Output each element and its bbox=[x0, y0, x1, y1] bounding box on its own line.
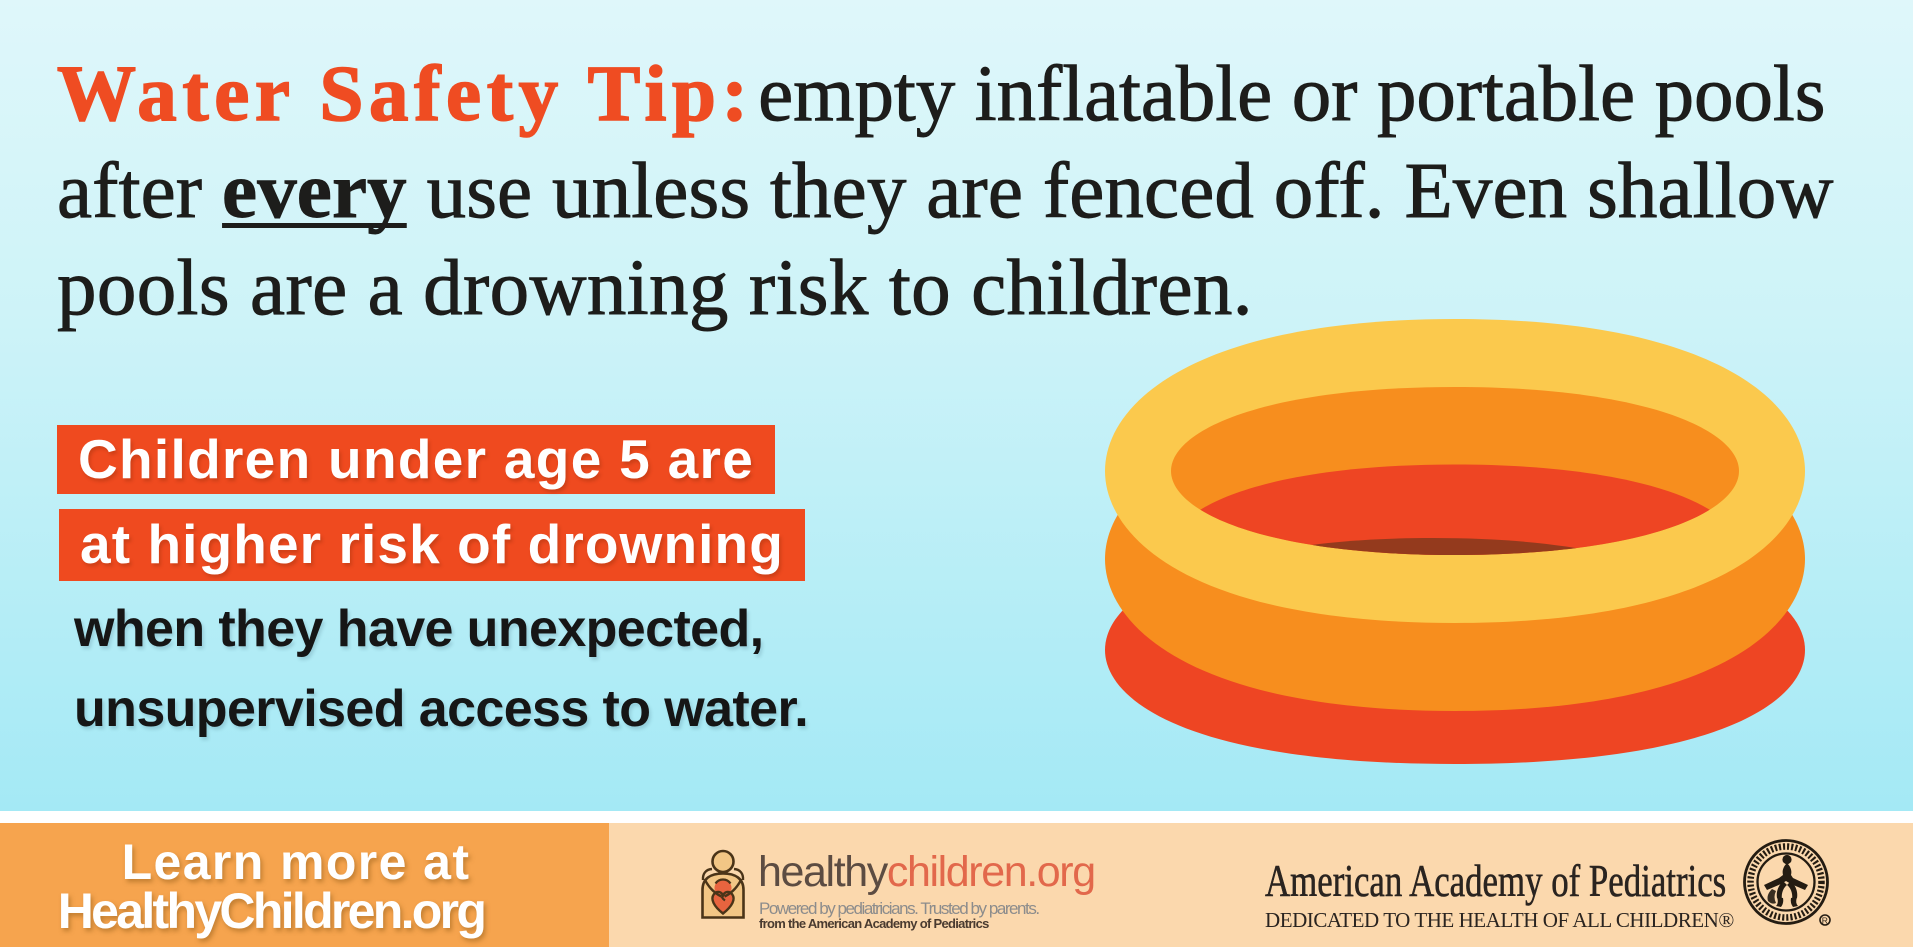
svg-text:R: R bbox=[1822, 916, 1828, 926]
